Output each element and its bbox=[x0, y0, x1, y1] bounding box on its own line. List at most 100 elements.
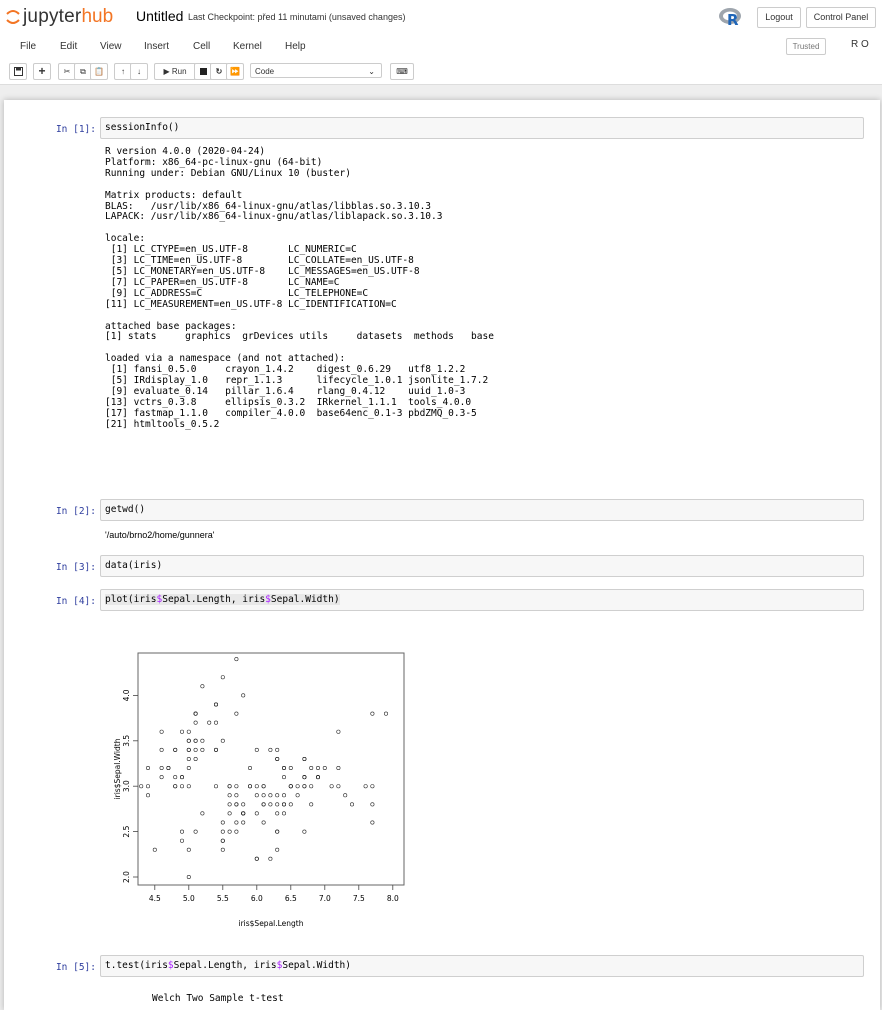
data-point bbox=[180, 784, 185, 789]
data-point bbox=[309, 766, 314, 771]
cell-type-value: Code bbox=[255, 67, 275, 76]
data-point bbox=[302, 784, 307, 789]
data-point bbox=[288, 784, 293, 789]
data-point bbox=[193, 711, 198, 716]
data-point bbox=[275, 847, 280, 852]
data-point bbox=[234, 711, 239, 716]
menu-kernel[interactable]: Kernel bbox=[233, 41, 262, 52]
data-point bbox=[370, 784, 375, 789]
data-point bbox=[254, 856, 259, 861]
scatter-plot: 4.5 5.0 5.5 6.0 6.5 7.0 7.5 8.0 2.0 2.5 3.0 3.5 4.0… bbox=[113, 652, 405, 928]
save-button[interactable] bbox=[9, 63, 27, 80]
menu-help[interactable]: Help bbox=[285, 41, 306, 52]
data-point bbox=[261, 784, 266, 789]
data-point bbox=[268, 793, 273, 798]
data-point bbox=[275, 793, 280, 798]
data-point bbox=[302, 775, 307, 780]
cell-4-input[interactable]: plot(iris$Sepal.Length, iris$Sepal.Width… bbox=[100, 589, 864, 611]
move-down-button[interactable]: ↓ bbox=[130, 63, 148, 80]
restart-icon: ↻ bbox=[215, 67, 223, 76]
notebook-title[interactable]: Untitled bbox=[136, 8, 184, 24]
data-point bbox=[241, 820, 246, 825]
data-point bbox=[234, 802, 239, 807]
menu-insert[interactable]: Insert bbox=[144, 41, 170, 52]
data-point bbox=[309, 784, 314, 789]
code-token: plot(iris bbox=[105, 594, 157, 605]
cell-5-output: Welch Two Sample t-test bbox=[152, 993, 284, 1004]
cell-5-input[interactable]: t.test(iris$Sepal.Length, iris$Sepal.Wid… bbox=[100, 955, 864, 977]
menu-edit[interactable]: Edit bbox=[60, 41, 78, 52]
restart-run-all-button[interactable]: ⏩ bbox=[226, 63, 244, 80]
data-point bbox=[200, 738, 205, 743]
y-tick-label: 3.0 bbox=[122, 780, 131, 792]
data-point bbox=[207, 720, 212, 725]
data-point bbox=[220, 820, 225, 825]
data-point bbox=[275, 802, 280, 807]
data-point bbox=[302, 829, 307, 834]
menu-file[interactable]: File bbox=[20, 41, 37, 52]
data-point bbox=[261, 802, 266, 807]
insert-cell-button[interactable]: + bbox=[33, 63, 51, 80]
menu-cell[interactable]: Cell bbox=[193, 41, 211, 52]
data-point bbox=[282, 802, 287, 807]
notebook-container: In [1]: sessionInfo() R version 4.0.0 (2… bbox=[4, 100, 880, 1010]
data-point bbox=[268, 747, 273, 752]
data-point bbox=[234, 784, 239, 789]
run-button[interactable]: ▶ Run bbox=[154, 63, 196, 80]
data-point bbox=[186, 847, 191, 852]
data-point bbox=[275, 747, 280, 752]
data-point bbox=[261, 820, 266, 825]
data-point bbox=[173, 784, 178, 789]
data-point bbox=[159, 775, 164, 780]
data-point bbox=[220, 675, 225, 680]
data-point bbox=[282, 793, 287, 798]
data-point bbox=[166, 766, 171, 771]
plot-frame bbox=[137, 652, 405, 886]
data-point bbox=[193, 738, 198, 743]
control-panel-button[interactable]: Control Panel bbox=[806, 7, 876, 28]
logo-text-hub: hub bbox=[81, 6, 114, 27]
cell-4-code: plot(iris$Sepal.Length, iris$Sepal.Width… bbox=[105, 594, 340, 605]
data-point bbox=[214, 784, 219, 789]
data-point bbox=[254, 784, 259, 789]
data-point bbox=[275, 757, 280, 762]
x-tick-label: 5.5 bbox=[217, 894, 229, 903]
cell-1-input[interactable]: sessionInfo() bbox=[100, 117, 864, 139]
data-point bbox=[159, 766, 164, 771]
copy-icon: ⧉ bbox=[80, 67, 86, 76]
menu-view[interactable]: View bbox=[100, 41, 122, 52]
data-point bbox=[316, 775, 321, 780]
jupyterhub-logo[interactable]: jupyter hub bbox=[6, 6, 113, 28]
data-point bbox=[282, 766, 287, 771]
code-token-dollar: $ bbox=[265, 594, 271, 605]
data-point bbox=[275, 811, 280, 816]
data-point bbox=[329, 784, 334, 789]
paste-button[interactable]: 📋 bbox=[90, 63, 108, 80]
data-point bbox=[186, 875, 191, 880]
kernel-indicator: R O bbox=[851, 39, 869, 50]
y-tick-label: 2.0 bbox=[122, 871, 131, 883]
chevron-down-icon: ⌄ bbox=[368, 67, 375, 76]
code-token: Sepal.Length, iris bbox=[173, 960, 277, 971]
cell-type-select[interactable]: Code ⌄ bbox=[250, 63, 382, 78]
command-palette-button[interactable]: ⌨ bbox=[390, 63, 414, 80]
data-point bbox=[234, 820, 239, 825]
data-point bbox=[295, 784, 300, 789]
cell-3-input[interactable]: data(iris) bbox=[100, 555, 864, 577]
cell-2-output: '/auto/brno2/home/gunnera' bbox=[105, 530, 215, 540]
paste-icon: 📋 bbox=[94, 67, 104, 76]
data-point bbox=[254, 793, 259, 798]
data-point bbox=[234, 793, 239, 798]
logout-button[interactable]: Logout bbox=[757, 7, 801, 28]
data-point bbox=[145, 766, 150, 771]
code-token-dollar: $ bbox=[167, 960, 174, 971]
code-token-dollar: $ bbox=[276, 960, 283, 971]
data-point bbox=[336, 729, 341, 734]
data-point bbox=[370, 802, 375, 807]
cell-2-input[interactable]: getwd() bbox=[100, 499, 864, 521]
data-point bbox=[180, 838, 185, 843]
data-point bbox=[173, 775, 178, 780]
code-token: Sepal.Width) bbox=[270, 594, 340, 605]
plus-icon: + bbox=[38, 64, 46, 78]
trusted-indicator[interactable]: Trusted bbox=[786, 38, 826, 55]
